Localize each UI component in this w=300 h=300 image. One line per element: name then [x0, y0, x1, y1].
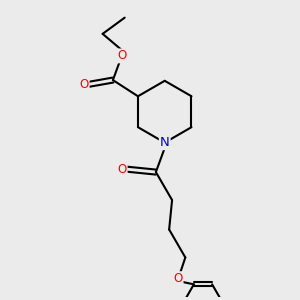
Text: O: O: [117, 50, 126, 62]
Text: O: O: [117, 163, 127, 176]
Text: N: N: [160, 136, 169, 149]
Text: O: O: [80, 78, 89, 91]
Text: O: O: [173, 272, 183, 285]
